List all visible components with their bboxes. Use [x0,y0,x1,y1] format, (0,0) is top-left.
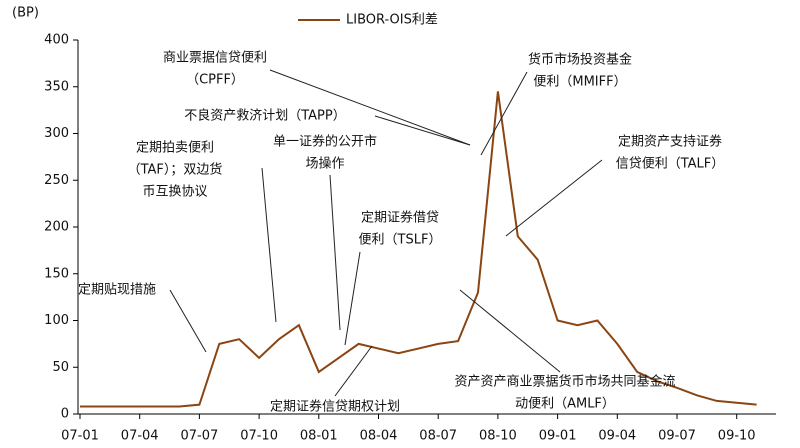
x-tick-label: 08-10 [479,429,517,444]
y-tick-label: 250 [44,173,69,188]
x-tick-label: 09-10 [718,429,756,444]
annotation: 定期拍卖便利 [136,141,214,156]
annotation: 定期资产支持证券 [618,134,722,150]
annotation: 动便利（AMLF） [515,397,615,412]
x-tick-label: 09-01 [539,429,577,444]
y-tick-label: 300 [44,126,69,141]
annotation: 货币市场投资基金 [528,52,632,68]
x-tick-label: 08-04 [360,429,398,444]
annotation-leader [505,159,603,237]
annotation: 定期证券信贷期权计划 [270,399,400,415]
x-tick-label: 09-04 [598,429,636,444]
y-tick-label: 350 [44,79,69,94]
annotation: 信贷便利（TALF） [616,157,725,172]
x-tick-label: 09-07 [658,429,696,444]
annotation-leader [374,115,471,146]
annotation-leader [480,71,528,156]
y-tick-label: 400 [44,33,69,48]
annotation-leader [261,167,277,323]
annotation-leader [329,174,341,331]
y-unit: (BP) [12,6,39,21]
x-tick-label: 07-04 [121,429,159,444]
annotation: 场操作 [305,156,344,172]
y-tick-label: 200 [44,220,69,235]
y-tick-label: 150 [44,266,69,281]
annotation-leader [459,289,561,373]
x-tick-label: 08-01 [300,429,338,444]
annotation-leader [334,345,373,397]
annotation: 定期证券借贷 [361,210,439,226]
legend-label: LIBOR-OIS利差 [346,13,438,28]
annotation-leader [344,251,361,346]
annotation: 单一证券的公开市 [273,134,377,150]
annotation: 币互换协议 [142,185,207,200]
x-tick-label: 07-01 [61,429,99,444]
annotation: 资产资产商业票据货币市场共同基金流 [454,374,675,390]
annotation-leader [169,289,207,353]
annotation: 便利（TSLF） [359,233,442,248]
annotation: （CPFF） [186,73,244,88]
x-tick-label: 07-07 [181,429,219,444]
annotation: 商业票据信贷便利 [163,51,267,66]
annotation: （TAF）；双边货 [128,162,223,178]
annotation: 便利（MMIFF） [533,75,626,90]
x-tick-label: 07-10 [240,429,278,444]
y-tick-label: 0 [61,407,69,422]
annotation-leader [269,69,471,146]
x-tick-label: 08-07 [419,429,457,444]
y-tick-label: 100 [44,313,69,328]
annotation: 不良资产救济计划（TAPP） [184,108,346,124]
data-line [80,91,757,408]
annotation: 定期贴现措施 [78,283,156,298]
y-tick-label: 50 [52,360,69,375]
